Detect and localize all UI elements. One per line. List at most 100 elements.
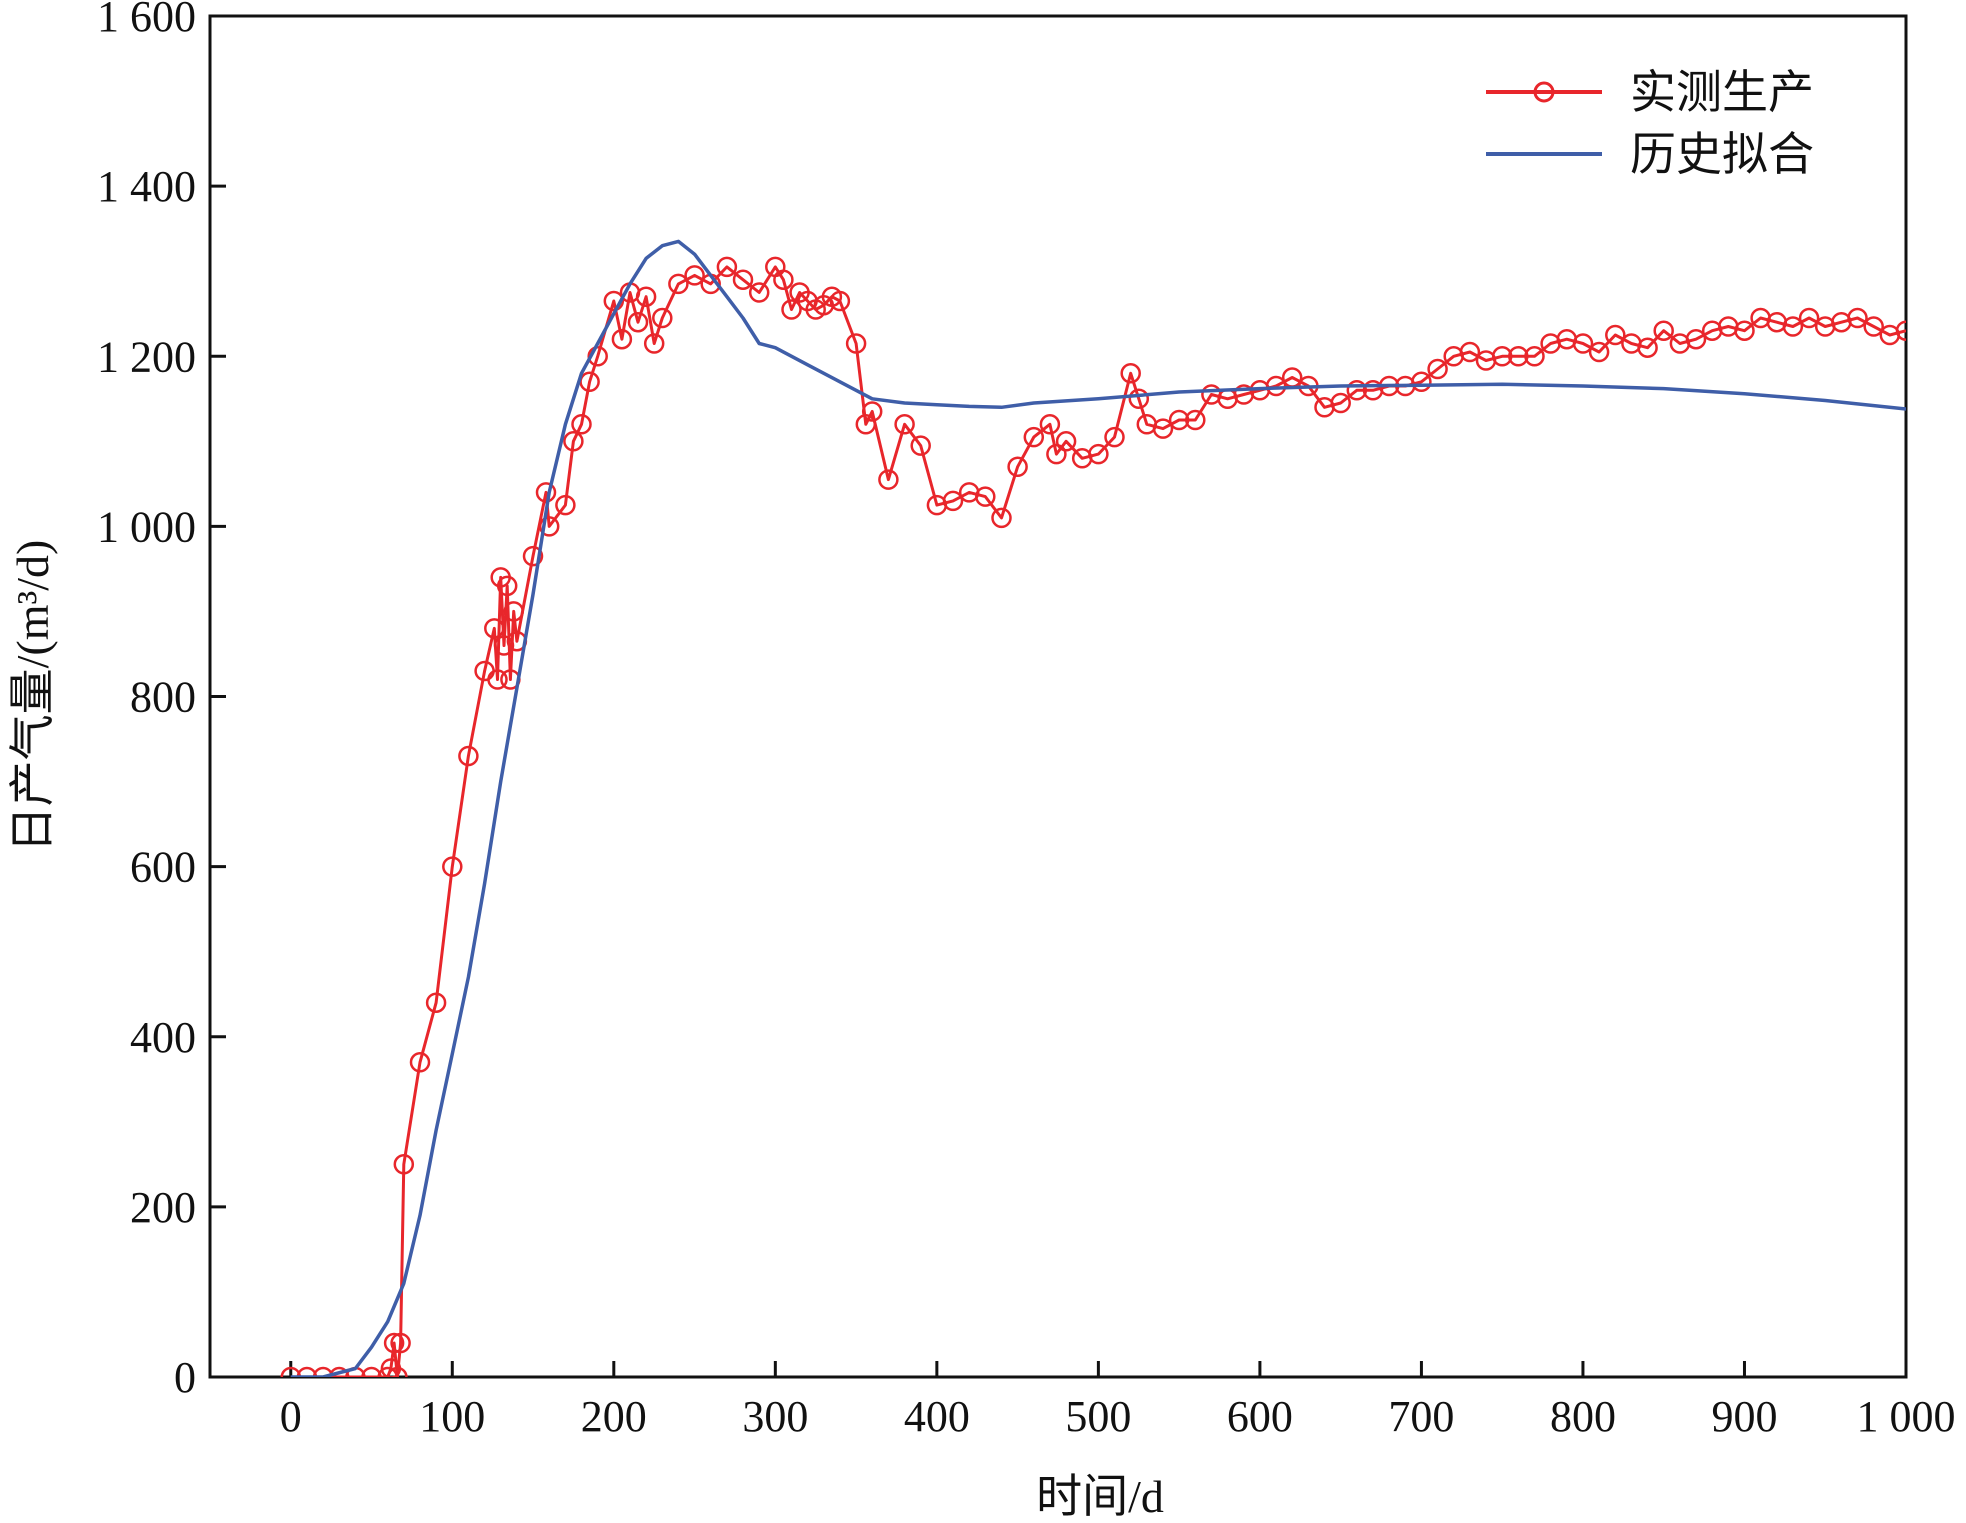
legend-marker-measured — [1533, 81, 1555, 103]
data-point — [1508, 346, 1529, 367]
data-point — [1046, 443, 1067, 465]
x-tick-label: 300 — [742, 1392, 808, 1441]
data-point — [1491, 346, 1513, 367]
data-point — [1572, 333, 1594, 354]
y-tick-label: 200 — [130, 1183, 196, 1232]
data-point — [1128, 388, 1150, 410]
data-point — [1653, 320, 1674, 341]
data-point — [942, 490, 964, 512]
x-tick-label: 600 — [1227, 1392, 1293, 1441]
x-tick-label: 900 — [1711, 1392, 1777, 1441]
data-point — [732, 269, 754, 290]
series-layer — [280, 239, 1906, 1377]
data-point — [1039, 414, 1061, 435]
y-tick-label: 1 200 — [97, 332, 196, 381]
x-axis-title: 时间/d — [1036, 1471, 1164, 1522]
plot-area-frame — [208, 14, 1908, 1379]
data-point — [328, 1366, 350, 1377]
data-point — [296, 1366, 318, 1377]
data-point — [635, 286, 657, 307]
data-point — [627, 311, 649, 333]
data-point — [1863, 316, 1884, 337]
data-point — [1524, 346, 1545, 367]
data-point — [991, 507, 1012, 529]
data-point — [280, 1366, 302, 1377]
data-point — [1895, 320, 1906, 341]
axis-ticks — [210, 14, 1908, 1379]
data-point — [555, 494, 576, 516]
data-point — [1152, 418, 1174, 439]
data-point — [1798, 307, 1820, 329]
data-point — [312, 1366, 334, 1377]
data-point — [377, 1366, 398, 1377]
y-tick-label: 1 000 — [97, 502, 196, 551]
data-point — [861, 401, 883, 422]
y-axis-tick-labels: 0 200 400 600 800 1 000 1 200 1 400 1 600 — [97, 0, 196, 1402]
data-point — [878, 469, 899, 490]
data-point — [503, 601, 524, 622]
data-point — [409, 1052, 431, 1073]
data-point — [1265, 375, 1287, 397]
data-point — [829, 290, 851, 312]
data-point — [1734, 320, 1755, 341]
data-point — [1055, 431, 1077, 452]
data-point — [1007, 456, 1028, 478]
data-point — [1588, 341, 1610, 363]
data-point — [387, 1366, 408, 1377]
data-point — [487, 669, 508, 690]
y-tick-label: 400 — [130, 1013, 196, 1062]
data-point — [855, 414, 877, 435]
y-tick-label: 800 — [130, 673, 196, 722]
data-point — [1411, 371, 1432, 393]
x-tick-label: 500 — [1065, 1392, 1131, 1441]
data-point — [563, 431, 584, 452]
legend: 实测生产 历史拟合 — [1486, 67, 1814, 180]
series-line-0 — [290, 265, 1906, 1377]
data-point — [1088, 443, 1109, 465]
y-tick-label: 0 — [174, 1353, 196, 1402]
data-point — [1168, 409, 1190, 431]
y-tick-label: 600 — [130, 843, 196, 892]
data-point — [538, 516, 560, 537]
data-point — [1120, 363, 1141, 384]
data-point — [773, 269, 794, 290]
y-tick-label: 1 400 — [97, 162, 196, 211]
data-point — [1637, 337, 1658, 358]
data-point — [1459, 341, 1481, 363]
data-point — [748, 282, 770, 303]
data-point — [383, 1332, 405, 1354]
data-point — [425, 992, 447, 1013]
legend-label-measured: 实测生产 — [1630, 67, 1814, 118]
data-point — [1023, 426, 1045, 448]
data-point — [643, 333, 665, 354]
data-point — [845, 333, 867, 354]
series-line-1 — [290, 239, 1906, 1377]
data-point — [1782, 316, 1804, 337]
data-point — [668, 273, 689, 295]
data-point — [603, 290, 625, 312]
data-point — [393, 1154, 415, 1175]
y-axis-title: 日产气量/(m³/d) — [7, 540, 58, 853]
x-tick-label: 800 — [1550, 1392, 1616, 1441]
data-point — [458, 745, 479, 767]
data-point — [571, 414, 592, 435]
data-point — [1605, 324, 1626, 346]
data-point — [894, 414, 915, 435]
data-point — [522, 545, 544, 567]
data-point — [361, 1366, 382, 1377]
data-point — [652, 307, 673, 329]
x-tick-label: 200 — [581, 1392, 647, 1441]
data-point — [611, 328, 633, 350]
x-tick-label: 100 — [419, 1392, 485, 1441]
data-point — [716, 256, 738, 278]
x-tick-label: 1 000 — [1857, 1392, 1956, 1441]
data-point — [484, 618, 505, 639]
data-point — [1104, 426, 1125, 448]
x-tick-label: 700 — [1388, 1392, 1454, 1441]
data-point — [1346, 380, 1368, 401]
data-point — [1685, 328, 1707, 350]
data-point — [493, 635, 515, 656]
data-point — [390, 1332, 411, 1354]
data-point — [1427, 358, 1448, 380]
